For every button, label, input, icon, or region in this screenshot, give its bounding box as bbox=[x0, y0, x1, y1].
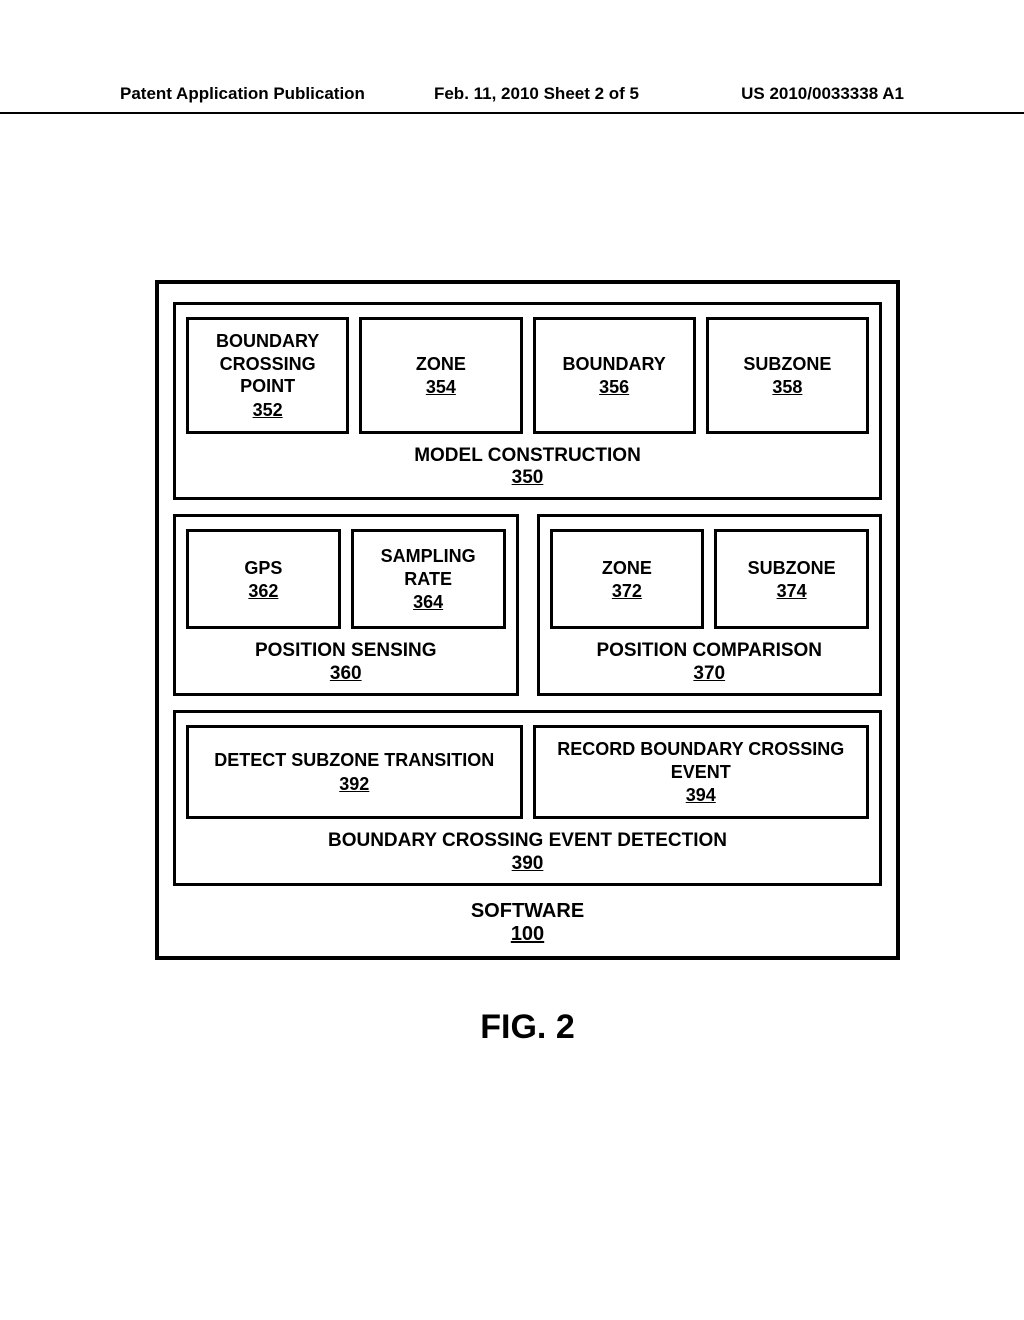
outer-title: SOFTWARE bbox=[173, 900, 882, 923]
header-left: Patent Application Publication bbox=[120, 84, 414, 104]
position-comparison-boxes: ZONE 372 SUBZONE 374 bbox=[550, 529, 870, 629]
box-title: DETECT SUBZONE TRANSITION bbox=[214, 749, 494, 772]
header-mid: Feb. 11, 2010 Sheet 2 of 5 bbox=[414, 84, 659, 104]
sampling-rate-box: SAMPLING RATE 364 bbox=[351, 529, 506, 629]
module-num: 360 bbox=[186, 663, 506, 685]
box-title: BOUNDARY CROSSING POINT bbox=[195, 330, 340, 398]
position-sensing-module: GPS 362 SAMPLING RATE 364 POSITION SENSI… bbox=[173, 514, 519, 696]
subzone-box: SUBZONE 358 bbox=[706, 317, 869, 434]
software-block: BOUNDARY CROSSING POINT 352 ZONE 354 BOU… bbox=[155, 280, 900, 960]
detect-subzone-transition-box: DETECT SUBZONE TRANSITION 392 bbox=[186, 725, 523, 819]
box-num: 352 bbox=[253, 400, 283, 421]
box-title: GPS bbox=[244, 557, 282, 580]
zone-box: ZONE 354 bbox=[359, 317, 522, 434]
boundary-event-module: DETECT SUBZONE TRANSITION 392 RECORD BOU… bbox=[173, 710, 882, 886]
box-title: SUBZONE bbox=[748, 557, 836, 580]
module-title: POSITION SENSING bbox=[186, 639, 506, 663]
header-right: US 2010/0033338 A1 bbox=[659, 84, 904, 104]
box-title: SUBZONE bbox=[743, 353, 831, 376]
module-num: 350 bbox=[186, 467, 869, 489]
model-construction-boxes: BOUNDARY CROSSING POINT 352 ZONE 354 BOU… bbox=[186, 317, 869, 434]
subzone-compare-box: SUBZONE 374 bbox=[714, 529, 869, 629]
gps-box: GPS 362 bbox=[186, 529, 341, 629]
box-num: 364 bbox=[413, 592, 443, 613]
outer-num: 100 bbox=[173, 923, 882, 946]
box-num: 392 bbox=[339, 774, 369, 795]
page-header: Patent Application Publication Feb. 11, … bbox=[0, 84, 1024, 114]
sensing-comparison-row: GPS 362 SAMPLING RATE 364 POSITION SENSI… bbox=[173, 514, 882, 696]
module-title: MODEL CONSTRUCTION bbox=[186, 444, 869, 468]
module-title: BOUNDARY CROSSING EVENT DETECTION bbox=[186, 829, 869, 853]
box-title: ZONE bbox=[602, 557, 652, 580]
module-title: POSITION COMPARISON bbox=[550, 639, 870, 663]
box-num: 354 bbox=[426, 377, 456, 398]
box-num: 358 bbox=[772, 377, 802, 398]
record-boundary-crossing-box: RECORD BOUNDARY CROSSING EVENT 394 bbox=[533, 725, 870, 819]
diagram: BOUNDARY CROSSING POINT 352 ZONE 354 BOU… bbox=[155, 280, 900, 1047]
figure-label: FIG. 2 bbox=[155, 1008, 900, 1047]
position-comparison-module: ZONE 372 SUBZONE 374 POSITION COMPARISON… bbox=[537, 514, 883, 696]
box-num: 372 bbox=[612, 581, 642, 602]
page: Patent Application Publication Feb. 11, … bbox=[0, 0, 1024, 1320]
boundary-crossing-point-box: BOUNDARY CROSSING POINT 352 bbox=[186, 317, 349, 434]
boundary-event-boxes: DETECT SUBZONE TRANSITION 392 RECORD BOU… bbox=[186, 725, 869, 819]
box-num: 394 bbox=[686, 785, 716, 806]
boundary-box: BOUNDARY 356 bbox=[533, 317, 696, 434]
box-title: ZONE bbox=[416, 353, 466, 376]
module-num: 390 bbox=[186, 853, 869, 875]
module-num: 370 bbox=[550, 663, 870, 685]
box-title: RECORD BOUNDARY CROSSING EVENT bbox=[542, 738, 861, 783]
zone-compare-box: ZONE 372 bbox=[550, 529, 705, 629]
model-construction-module: BOUNDARY CROSSING POINT 352 ZONE 354 BOU… bbox=[173, 302, 882, 500]
box-num: 356 bbox=[599, 377, 629, 398]
box-num: 362 bbox=[248, 581, 278, 602]
box-title: SAMPLING RATE bbox=[360, 545, 497, 590]
box-num: 374 bbox=[777, 581, 807, 602]
position-sensing-boxes: GPS 362 SAMPLING RATE 364 bbox=[186, 529, 506, 629]
box-title: BOUNDARY bbox=[562, 353, 665, 376]
